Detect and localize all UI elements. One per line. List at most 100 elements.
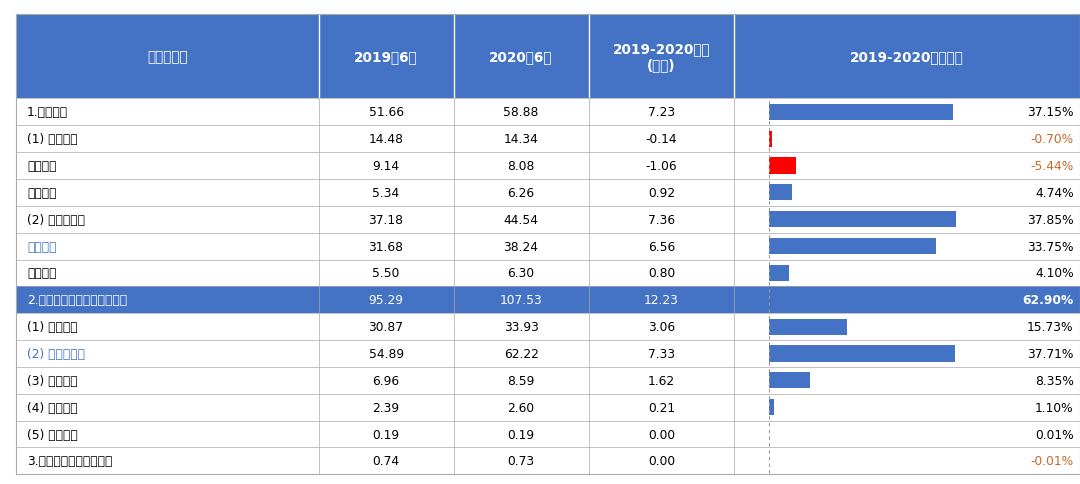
FancyBboxPatch shape: [769, 346, 956, 362]
Text: 62.22: 62.22: [503, 347, 539, 360]
Text: 消费贷款: 消费贷款: [27, 160, 56, 173]
FancyBboxPatch shape: [319, 15, 454, 99]
Text: 0.19: 0.19: [373, 428, 400, 440]
Text: 3.06: 3.06: [648, 320, 675, 333]
Text: -0.70%: -0.70%: [1030, 133, 1074, 146]
Text: 51.66: 51.66: [368, 106, 404, 119]
Text: 8.35%: 8.35%: [1035, 374, 1074, 387]
Text: 4.74%: 4.74%: [1035, 186, 1074, 199]
Text: (1) 短期贷款: (1) 短期贷款: [27, 133, 78, 146]
FancyBboxPatch shape: [16, 367, 1080, 394]
Text: (5) 各项垫款: (5) 各项垫款: [27, 428, 78, 440]
FancyBboxPatch shape: [769, 319, 847, 335]
FancyBboxPatch shape: [16, 421, 1080, 448]
Text: 1.住户贷款: 1.住户贷款: [27, 106, 68, 119]
FancyBboxPatch shape: [16, 180, 1080, 206]
Text: 0.19: 0.19: [508, 428, 535, 440]
FancyBboxPatch shape: [16, 314, 1080, 340]
Text: 37.71%: 37.71%: [1027, 347, 1074, 360]
Text: 14.48: 14.48: [368, 133, 404, 146]
FancyBboxPatch shape: [769, 373, 810, 389]
Text: 58.88: 58.88: [503, 106, 539, 119]
Text: -1.06: -1.06: [646, 160, 677, 173]
Text: 2019年6月: 2019年6月: [354, 50, 418, 64]
Text: 33.75%: 33.75%: [1027, 240, 1074, 253]
Text: 8.08: 8.08: [508, 160, 535, 173]
FancyBboxPatch shape: [16, 15, 319, 99]
Text: 2.60: 2.60: [508, 401, 535, 414]
Text: 7.33: 7.33: [648, 347, 675, 360]
FancyBboxPatch shape: [16, 260, 1080, 287]
FancyBboxPatch shape: [769, 105, 953, 121]
FancyBboxPatch shape: [454, 15, 589, 99]
Text: 4.10%: 4.10%: [1035, 267, 1074, 280]
FancyBboxPatch shape: [16, 126, 1080, 153]
Text: 0.01%: 0.01%: [1035, 428, 1074, 440]
FancyBboxPatch shape: [16, 394, 1080, 421]
Text: (2) 中长期贷款: (2) 中长期贷款: [27, 347, 85, 360]
Text: 1.10%: 1.10%: [1035, 401, 1074, 414]
Text: 0.00: 0.00: [648, 428, 675, 440]
Text: 31.68: 31.68: [368, 240, 404, 253]
Text: 2019-2020增量占比: 2019-2020增量占比: [850, 50, 964, 64]
FancyBboxPatch shape: [769, 265, 789, 281]
Text: 各贷款主体: 各贷款主体: [147, 50, 188, 64]
Text: 0.00: 0.00: [648, 454, 675, 468]
Text: 44.54: 44.54: [503, 213, 539, 227]
Text: 7.36: 7.36: [648, 213, 675, 227]
FancyBboxPatch shape: [734, 15, 1080, 99]
Text: 2019-2020增量
(万亿): 2019-2020增量 (万亿): [612, 42, 711, 72]
Text: 2.39: 2.39: [373, 401, 400, 414]
FancyBboxPatch shape: [769, 131, 772, 148]
FancyBboxPatch shape: [769, 212, 956, 228]
Text: 5.50: 5.50: [373, 267, 400, 280]
Text: 30.87: 30.87: [368, 320, 404, 333]
Text: 37.18: 37.18: [368, 213, 404, 227]
Text: 3.非银行业金融机构贷款: 3.非银行业金融机构贷款: [27, 454, 112, 468]
Text: 0.21: 0.21: [648, 401, 675, 414]
Text: (4) 融资租赁: (4) 融资租赁: [27, 401, 78, 414]
FancyBboxPatch shape: [769, 158, 796, 174]
Text: (1) 短期贷款: (1) 短期贷款: [27, 320, 78, 333]
Text: 0.80: 0.80: [648, 267, 675, 280]
FancyBboxPatch shape: [769, 239, 936, 255]
Text: 12.23: 12.23: [644, 294, 679, 307]
Text: 5.34: 5.34: [373, 186, 400, 199]
FancyBboxPatch shape: [16, 153, 1080, 180]
Text: 经营贷款: 经营贷款: [27, 267, 56, 280]
Text: 9.14: 9.14: [373, 160, 400, 173]
Text: -0.01%: -0.01%: [1030, 454, 1074, 468]
FancyBboxPatch shape: [769, 399, 774, 415]
Text: 6.56: 6.56: [648, 240, 675, 253]
Text: 经营贷款: 经营贷款: [27, 186, 56, 199]
FancyBboxPatch shape: [769, 292, 1080, 308]
FancyBboxPatch shape: [16, 448, 1080, 474]
Text: 2020年6月: 2020年6月: [489, 50, 553, 64]
Text: -0.14: -0.14: [646, 133, 677, 146]
FancyBboxPatch shape: [16, 206, 1080, 233]
Text: 95.29: 95.29: [368, 294, 404, 307]
Text: 107.53: 107.53: [500, 294, 542, 307]
Text: (2) 中长期贷款: (2) 中长期贷款: [27, 213, 85, 227]
Text: (3) 票据融资: (3) 票据融资: [27, 374, 78, 387]
Text: 0.92: 0.92: [648, 186, 675, 199]
Text: -5.44%: -5.44%: [1030, 160, 1074, 173]
FancyBboxPatch shape: [16, 99, 1080, 126]
Text: 消费贷款: 消费贷款: [27, 240, 56, 253]
Text: 1.62: 1.62: [648, 374, 675, 387]
Text: 54.89: 54.89: [368, 347, 404, 360]
Text: 15.73%: 15.73%: [1027, 320, 1074, 333]
Text: 0.74: 0.74: [373, 454, 400, 468]
Text: 33.93: 33.93: [503, 320, 539, 333]
Text: 62.90%: 62.90%: [1023, 294, 1074, 307]
Text: 6.26: 6.26: [508, 186, 535, 199]
Text: 37.15%: 37.15%: [1027, 106, 1074, 119]
FancyBboxPatch shape: [16, 287, 1080, 314]
Text: 37.85%: 37.85%: [1027, 213, 1074, 227]
FancyBboxPatch shape: [589, 15, 734, 99]
Text: 14.34: 14.34: [503, 133, 539, 146]
Text: 0.73: 0.73: [508, 454, 535, 468]
Text: 38.24: 38.24: [503, 240, 539, 253]
Text: 7.23: 7.23: [648, 106, 675, 119]
Text: 2.非金融企业及机关团体贷款: 2.非金融企业及机关团体贷款: [27, 294, 127, 307]
